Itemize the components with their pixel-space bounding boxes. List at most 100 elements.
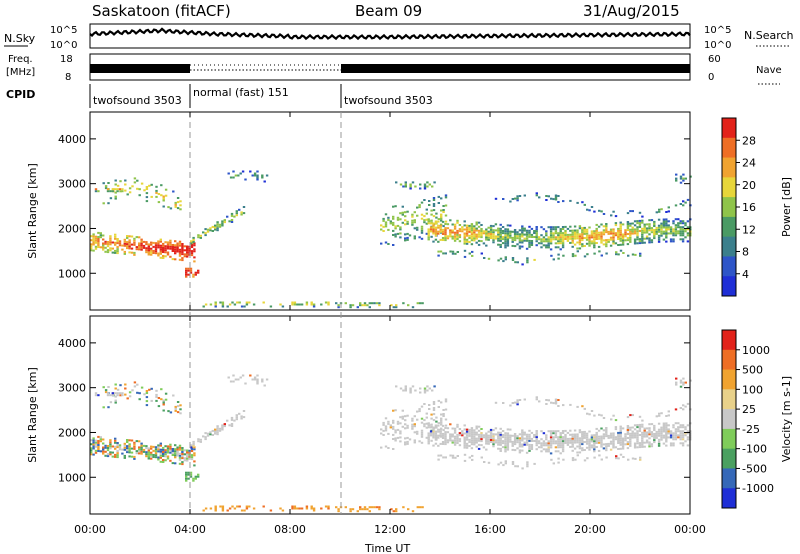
- power-cell: [404, 185, 407, 188]
- power-cell: [643, 237, 646, 240]
- velocity-cell: [657, 422, 661, 425]
- velocity-cell: [211, 429, 214, 432]
- velocity-cell: [489, 428, 493, 431]
- velocity-cell: [439, 430, 442, 433]
- velocity-cell: [178, 446, 182, 449]
- power-cell: [440, 213, 443, 216]
- velocity-cell: [499, 461, 503, 464]
- velocity-cell: [221, 424, 224, 427]
- power-cell: [114, 183, 117, 186]
- velocity-cell: [605, 427, 608, 429]
- velocity-cell: [619, 431, 622, 434]
- velocity-cell: [585, 434, 589, 437]
- power-cell: [607, 240, 610, 243]
- power-cell: [298, 303, 301, 306]
- velocity-cell: [206, 432, 210, 435]
- velocity-cell: [475, 433, 478, 436]
- power-cell: [540, 238, 543, 241]
- velocity-cell: [90, 451, 93, 454]
- velocity-cell: [477, 425, 481, 428]
- velocity-cell: [665, 428, 668, 431]
- velocity-cell: [411, 385, 415, 388]
- power-cell: [178, 240, 182, 243]
- power-cell: [542, 228, 546, 231]
- power-cell: [99, 234, 102, 237]
- velocity-cell: [428, 408, 431, 410]
- velocity-cell: [337, 510, 340, 513]
- power-cell: [437, 195, 440, 198]
- power-cell: [550, 197, 553, 200]
- velocity-cell: [497, 437, 500, 440]
- power-cell: [595, 236, 598, 238]
- power-cell: [128, 239, 131, 242]
- power-cell: [554, 232, 558, 235]
- velocity-cell: [406, 426, 409, 429]
- velocity-cell: [504, 448, 507, 451]
- velocity-cell: [384, 417, 388, 420]
- velocity-cell: [174, 452, 177, 455]
- power-cell: [653, 225, 656, 227]
- power-cell: [404, 183, 407, 186]
- velocity-cell: [384, 445, 388, 448]
- power-cell: [559, 234, 562, 237]
- velocity-cell: [562, 404, 565, 407]
- power-cell: [145, 200, 149, 203]
- power-cell: [401, 221, 404, 224]
- power-cell: [138, 236, 141, 239]
- velocity-cell: [636, 442, 639, 445]
- power-cell: [109, 237, 112, 240]
- velocity-cell: [667, 432, 670, 435]
- velocity-cell: [641, 445, 644, 448]
- velocity-cell: [511, 463, 515, 465]
- power-cell: [437, 230, 440, 233]
- velocity-cell: [665, 444, 668, 447]
- power-cell: [590, 234, 594, 237]
- power-cell: [554, 198, 558, 201]
- power-cell: [684, 236, 687, 239]
- power-cell: [645, 229, 649, 232]
- power-cell: [150, 195, 153, 198]
- power-cell: [252, 303, 256, 306]
- power-cell: [641, 233, 644, 236]
- velocity-cell: [677, 436, 680, 439]
- velocity-cell: [428, 387, 431, 390]
- velocity-cell: [128, 445, 131, 448]
- power-cell: [641, 237, 644, 240]
- velocity-cell: [111, 445, 114, 448]
- velocity-cell: [111, 451, 114, 454]
- velocity-cell: [521, 433, 524, 436]
- power-cell: [631, 232, 634, 235]
- velocity-cell: [549, 438, 553, 441]
- power-cell: [535, 244, 538, 247]
- velocity-cell: [675, 377, 678, 380]
- velocity-cell: [506, 440, 510, 443]
- velocity-cell: [501, 436, 505, 439]
- power-cell: [624, 233, 627, 236]
- power-cell: [681, 226, 685, 229]
- power-cell: [581, 239, 584, 242]
- velocity-cell: [123, 456, 126, 459]
- velocity-cell: [552, 438, 555, 441]
- power-cell: [390, 304, 393, 307]
- power-cell: [138, 242, 141, 245]
- colorbar-swatch: [722, 409, 736, 430]
- velocity-cell: [235, 414, 238, 417]
- power-cell: [513, 233, 517, 235]
- power-cell: [564, 232, 567, 234]
- power-cell: [612, 242, 615, 245]
- power-cell: [406, 238, 409, 241]
- power-cell: [162, 205, 165, 208]
- velocity-cell: [444, 424, 448, 427]
- power-cell: [106, 241, 110, 243]
- velocity-cell: [614, 426, 618, 429]
- velocity-cell: [669, 442, 673, 445]
- power-cell: [557, 195, 560, 197]
- power-cell: [97, 190, 100, 193]
- velocity-cell: [181, 457, 184, 460]
- velocity-cell: [645, 439, 649, 442]
- velocity-cell: [475, 431, 478, 434]
- power-cell: [104, 240, 107, 243]
- power-cell: [535, 230, 538, 233]
- velocity-cell: [296, 507, 299, 510]
